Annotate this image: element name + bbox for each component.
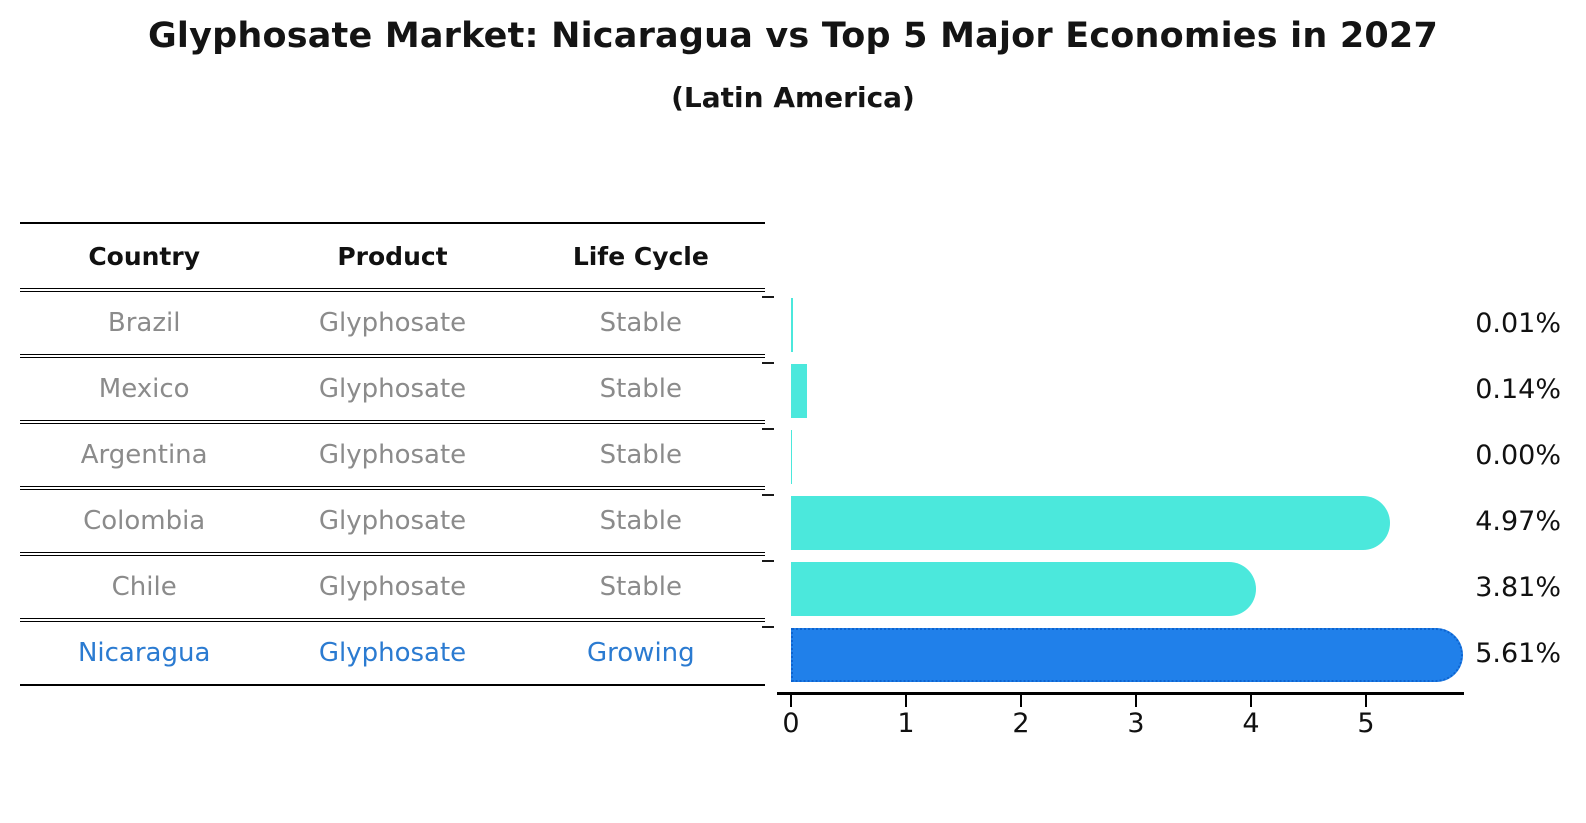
- bar-argentina: [791, 430, 792, 484]
- product-cell-mexico: Glyphosate: [268, 356, 517, 424]
- life-cycle-cell-brazil: Stable: [516, 290, 765, 358]
- x-axis-tick-2: [1020, 695, 1022, 707]
- y-axis-minor-tick: [762, 494, 774, 496]
- bar-mexico: [791, 364, 808, 418]
- life-cycle-cell-argentina: Stable: [516, 422, 765, 490]
- country-cell-mexico: Mexico: [20, 356, 269, 424]
- bar-nicaragua: [791, 628, 1464, 682]
- x-axis-tick-3: [1135, 695, 1137, 707]
- table-row-nicaragua: Nicaragua Glyphosate Growing: [20, 620, 765, 686]
- value-label-brazil: 0.01%: [1475, 308, 1561, 339]
- column-header-country: Country: [20, 223, 269, 292]
- y-axis-minor-tick: [762, 428, 774, 430]
- x-axis-tick-label-1: 1: [897, 708, 915, 739]
- life-cycle-cell-colombia: Stable: [516, 488, 765, 556]
- bar-chile: [791, 562, 1257, 616]
- x-axis-tick-1: [905, 695, 907, 707]
- value-label-chile: 3.81%: [1475, 572, 1561, 603]
- x-axis-tick-label-5: 5: [1357, 708, 1375, 739]
- x-axis-tick-0: [790, 695, 792, 707]
- table-row-colombia: Colombia Glyphosate Stable: [20, 488, 765, 556]
- y-axis-minor-tick: [762, 296, 774, 298]
- bar-brazil: [791, 298, 793, 352]
- value-label-colombia: 4.97%: [1475, 506, 1561, 537]
- y-axis-minor-tick: [762, 560, 774, 562]
- chart-title: Glyphosate Market: Nicaragua vs Top 5 Ma…: [147, 16, 1439, 56]
- life-cycle-cell-nicaragua: Growing: [516, 620, 765, 686]
- y-axis-minor-tick: [762, 626, 774, 628]
- y-axis-minor-tick: [762, 362, 774, 364]
- product-cell-argentina: Glyphosate: [268, 422, 517, 490]
- country-cell-chile: Chile: [20, 554, 269, 622]
- x-axis-tick-5: [1365, 695, 1367, 707]
- country-cell-brazil: Brazil: [20, 290, 269, 358]
- country-cell-colombia: Colombia: [20, 488, 269, 556]
- table-header-row: Country Product Life Cycle: [20, 223, 765, 292]
- column-header-life-cycle: Life Cycle: [516, 223, 765, 292]
- table-row-brazil: Brazil Glyphosate Stable: [20, 290, 765, 358]
- product-cell-chile: Glyphosate: [268, 554, 517, 622]
- life-cycle-cell-mexico: Stable: [516, 356, 765, 424]
- life-cycle-cell-chile: Stable: [516, 554, 765, 622]
- table-row-chile: Chile Glyphosate Stable: [20, 554, 765, 622]
- country-cell-nicaragua: Nicaragua: [20, 620, 269, 686]
- value-label-mexico: 0.14%: [1475, 374, 1561, 405]
- country-table: Country Product Life Cycle Brazil Glyphosat…: [20, 222, 765, 686]
- x-axis-tick-4: [1250, 695, 1252, 707]
- value-label-argentina: 0.00%: [1475, 440, 1561, 471]
- product-cell-nicaragua: Glyphosate: [268, 620, 517, 686]
- x-axis-tick-label-4: 4: [1242, 708, 1260, 739]
- table-row-argentina: Argentina Glyphosate Stable: [20, 422, 765, 490]
- x-axis-tick-label-3: 3: [1127, 708, 1145, 739]
- product-cell-brazil: Glyphosate: [268, 290, 517, 358]
- x-axis-tick-label-0: 0: [782, 708, 800, 739]
- x-axis-tick-label-2: 2: [1012, 708, 1030, 739]
- x-axis-spine: [777, 692, 1464, 695]
- bar-colombia: [791, 496, 1390, 550]
- country-cell-argentina: Argentina: [20, 422, 269, 490]
- chart-subtitle: (Latin America): [671, 81, 915, 114]
- product-cell-colombia: Glyphosate: [268, 488, 517, 556]
- value-label-nicaragua: 5.61%: [1475, 638, 1561, 669]
- table-row-mexico: Mexico Glyphosate Stable: [20, 356, 765, 424]
- column-header-product: Product: [268, 223, 517, 292]
